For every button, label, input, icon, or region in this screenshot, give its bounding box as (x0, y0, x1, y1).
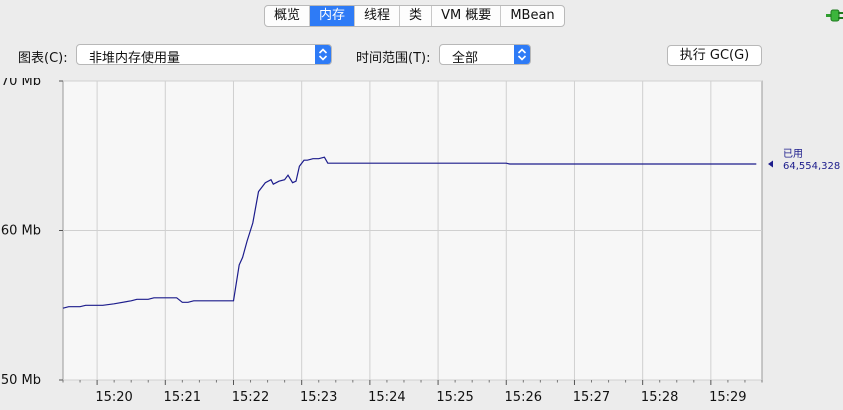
x-tick-label: 15:29 (709, 390, 746, 405)
x-tick-label: 15:22 (232, 390, 269, 405)
current-value-marker-icon (768, 160, 773, 168)
y-axis-ticks: 50 Mb 60 Mb 70 Mb (1, 78, 63, 388)
x-tick-label: 15:26 (505, 390, 542, 405)
y-tick-label: 70 Mb (1, 78, 41, 89)
tab-memory[interactable]: 内存 (310, 6, 356, 26)
time-range-label: 时间范围(T): (356, 51, 431, 66)
x-tick-label: 15:27 (573, 390, 610, 405)
chart-gridlines (63, 80, 762, 381)
x-tick-label: 15:25 (436, 390, 473, 405)
tab-bar: 概览 内存 线程 类 VM 概要 MBean (264, 5, 565, 27)
perform-gc-button[interactable]: 执行 GC(G) (667, 45, 762, 66)
chart-select-value: 非堆内存使用量 (89, 51, 181, 66)
y-tick-label: 50 Mb (1, 373, 41, 388)
legend-current-value: 64,554,328 (783, 161, 840, 172)
y-tick-label: 60 Mb (1, 224, 41, 239)
tab-mbean[interactable]: MBean (510, 8, 555, 23)
chevron-updown-icon (315, 45, 331, 64)
x-tick-label: 15:21 (164, 390, 201, 405)
series-line-used (62, 156, 757, 309)
time-range-select[interactable]: 全部 (439, 44, 531, 66)
chart-select-label: 图表(C): (18, 51, 68, 66)
tab-threads[interactable]: 线程 (355, 6, 401, 26)
tab-classes[interactable]: 类 (400, 6, 433, 26)
x-axis-ticks: 15:20 15:21 15:22 15:23 15:24 15:25 15:26 15:27… (62, 380, 763, 405)
legend-series-name: 已用 (783, 149, 803, 160)
x-tick-label: 15:24 (368, 390, 405, 405)
time-range-value: 全部 (452, 51, 479, 66)
tab-overview[interactable]: 概览 (265, 6, 311, 26)
chevron-updown-icon (514, 45, 530, 64)
x-tick-label: 15:23 (300, 390, 337, 405)
x-tick-label: 15:20 (95, 390, 132, 405)
tab-vm-summary[interactable]: VM 概要 (432, 6, 502, 26)
chart-select[interactable]: 非堆内存使用量 (76, 44, 332, 66)
x-tick-label: 15:28 (641, 390, 678, 405)
connection-plug-icon (826, 9, 843, 22)
